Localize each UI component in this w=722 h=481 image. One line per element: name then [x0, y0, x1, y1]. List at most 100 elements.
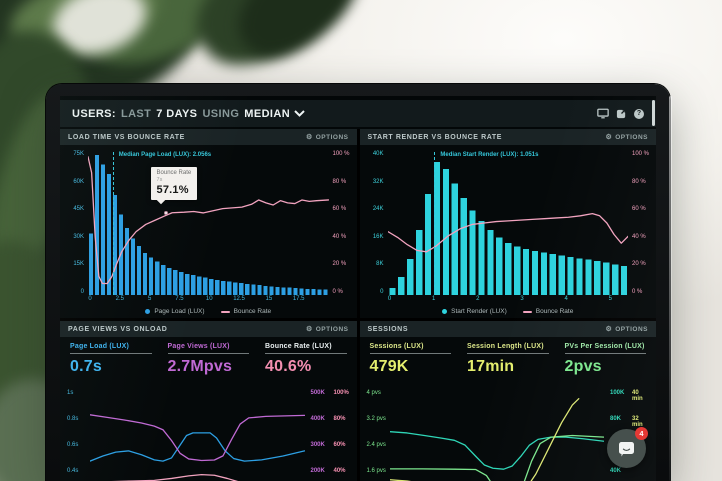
options-button[interactable]: ⚙ OPTIONS: [306, 326, 349, 333]
metric-value: 2.7Mpvs: [167, 358, 233, 375]
axis-tick: 0.8s: [67, 416, 79, 422]
axis-tick: 100K: [610, 390, 625, 396]
help-icon[interactable]: ?: [634, 108, 644, 119]
metric-value: 17min: [467, 358, 515, 375]
axis-tick: 80 %: [332, 178, 347, 185]
export-icon[interactable]: [616, 108, 627, 119]
axis-tick: 40K: [372, 151, 384, 157]
options-label: OPTIONS: [615, 325, 648, 333]
y-axis-left: 4 pvs 3.2 pvs 2.4 pvs 1.6 pvs: [360, 382, 390, 481]
plot-area[interactable]: [390, 382, 605, 481]
gear-icon: ⚙: [305, 325, 313, 333]
median-marker: Median Page Load (LUX): 2.056s: [112, 152, 211, 295]
chart-legend: Start Render (LUX) Bounce Rate: [360, 305, 657, 318]
metric-label: Sessions (LUX): [369, 343, 451, 354]
metric-label: Session Length (LUX): [467, 343, 549, 354]
median-selector[interactable]: MEDIAN: [244, 108, 305, 120]
x-axis-tick: 2.5: [115, 296, 124, 302]
panel-start-render: START RENDER VS BOUNCE RATE ⚙ OPTIONS 40…: [359, 129, 657, 318]
y-axis-left: 40K 32K 24K 16K 8K 0: [362, 151, 388, 295]
metric-summary-row: Page Load (LUX) 0.7s Page Views (LUX) 2.…: [60, 337, 357, 380]
legend-item[interactable]: Bounce Rate: [522, 308, 574, 315]
axis-tick: 2.4 pvs: [366, 442, 386, 448]
panel-header: PAGE VIEWS VS ONLOAD ⚙ OPTIONS: [60, 321, 357, 337]
panel-title: START RENDER VS BOUNCE RATE: [367, 133, 503, 141]
y-axis-right: 500K 100% 400K 80% 300K 60% 200K 40%: [305, 382, 351, 481]
axis-tick: 40 min: [632, 390, 643, 402]
chart-sessions: 4 pvs 3.2 pvs 2.4 pvs 1.6 pvs 100K 40 min 80K…: [360, 380, 657, 481]
median-marker: Median Start Render (LUX): 1.051s: [434, 152, 538, 295]
gear-icon: ⚙: [605, 133, 613, 141]
axis-tick: 40%: [333, 468, 346, 474]
title-days[interactable]: 7 DAYS: [156, 107, 198, 120]
chevron-down-icon: [294, 110, 305, 117]
chart-tooltip: Bounce Rate 7s 57.1%: [150, 166, 198, 200]
laptop-edge-highlight: [669, 96, 672, 481]
metric-label: Page Views (LUX): [167, 343, 249, 354]
monitor-icon[interactable]: [597, 108, 609, 119]
metric-summary-row: Sessions (LUX) 479K Session Length (LUX)…: [360, 337, 657, 380]
legend-label: Bounce Rate: [233, 308, 272, 315]
axis-row: 300K 60%: [311, 442, 351, 468]
options-button[interactable]: ⚙ OPTIONS: [306, 134, 349, 141]
axis-tick: 8K: [376, 261, 384, 268]
axis-tick: 80%: [333, 416, 346, 422]
options-button[interactable]: ⚙ OPTIONS: [605, 134, 648, 141]
x-axis-tick: 2: [476, 296, 480, 302]
axis-tick: 0 %: [632, 288, 643, 295]
axis-tick: 60 %: [632, 206, 646, 213]
axis-tick: 60%: [333, 442, 346, 448]
median-selector-label: MEDIAN: [244, 107, 291, 120]
metric-value: 479K: [369, 358, 409, 375]
chart-legend: Page Load (LUX) Bounce Rate: [60, 305, 357, 318]
chart-load-time: 75K 60K 45K 30K 15K 0 Median Page Load (LUX):…: [60, 145, 357, 295]
y-axis-right: 100 % 80 % 60 % 40 % 20 % 0 %: [329, 151, 353, 295]
panel-title: LOAD TIME VS BOUNCE RATE: [68, 133, 185, 141]
gear-icon: ⚙: [305, 133, 313, 141]
plot-area[interactable]: [90, 382, 305, 481]
metric-page-views: Page Views (LUX) 2.7Mpvs: [167, 343, 249, 376]
title-last: LAST: [120, 107, 152, 120]
x-axis-tick: 0: [88, 296, 92, 302]
tooltip-subtitle: 7s: [156, 176, 163, 183]
gear-icon: ⚙: [605, 325, 613, 333]
title-users: USERS:: [72, 107, 116, 120]
chat-button[interactable]: 4: [607, 427, 648, 468]
x-axis-tick: 5: [147, 296, 152, 302]
x-axis-tick: 3: [520, 296, 524, 302]
legend-item[interactable]: Start Render (LUX): [442, 308, 507, 315]
axis-tick: 3.2 pvs: [366, 416, 386, 422]
x-axis-tick: 4: [564, 296, 568, 302]
axis-tick: 15K: [73, 261, 84, 268]
panel-header: SESSIONS ⚙ OPTIONS: [359, 321, 656, 337]
axis-tick: 200K: [310, 468, 325, 474]
legend-item[interactable]: Page Load (LUX): [145, 308, 205, 315]
axis-tick: 0.6s: [67, 442, 79, 448]
notification-badge: 4: [635, 427, 648, 440]
median-label: Median Start Render (LUX): 1.051s: [440, 152, 539, 158]
chart-page-views-onload: 1s 0.8s 0.6s 0.4s 500K 100% 400K 80% 300K 60% 200…: [60, 380, 357, 481]
axis-tick: 100%: [333, 390, 349, 396]
metric-page-load: Page Load (LUX) 0.7s: [70, 343, 152, 376]
plot-area[interactable]: Median Page Load (LUX): 2.056s Bounce Ra…: [88, 151, 329, 295]
metric-bounce-rate: Bounce Rate (LUX) 40.6%: [265, 343, 347, 376]
axis-tick: 32 min: [632, 416, 643, 428]
panel-grid: LOAD TIME VS BOUNCE RATE ⚙ OPTIONS 75K 60…: [60, 129, 656, 481]
x-axis: 0 1 2 3 4 5: [388, 296, 629, 305]
y-axis-right: 100 % 80 % 60 % 40 % 20 % 0 %: [628, 151, 652, 295]
metric-label: PVs Per Session (LUX): [564, 343, 646, 354]
legend-item[interactable]: Bounce Rate: [220, 308, 272, 315]
y-axis-left: 1s 0.8s 0.6s 0.4s: [60, 382, 90, 481]
title-using: USING: [202, 107, 240, 120]
metric-session-length: Session Length (LUX) 17min: [467, 343, 549, 376]
axis-tick: 60 %: [332, 206, 347, 213]
options-button[interactable]: ⚙ OPTIONS: [605, 326, 648, 333]
axis-tick: 300K: [310, 442, 325, 448]
plot-area[interactable]: Median Start Render (LUX): 1.051s: [388, 151, 629, 295]
scrollbar[interactable]: [652, 100, 655, 126]
metric-label: Page Load (LUX): [70, 343, 152, 354]
axis-tick: 500K: [310, 390, 325, 396]
axis-tick: 45K: [73, 206, 84, 213]
metric-pvs-per-session: PVs Per Session (LUX) 2pvs: [564, 343, 646, 376]
legend-label: Bounce Rate: [535, 308, 574, 315]
